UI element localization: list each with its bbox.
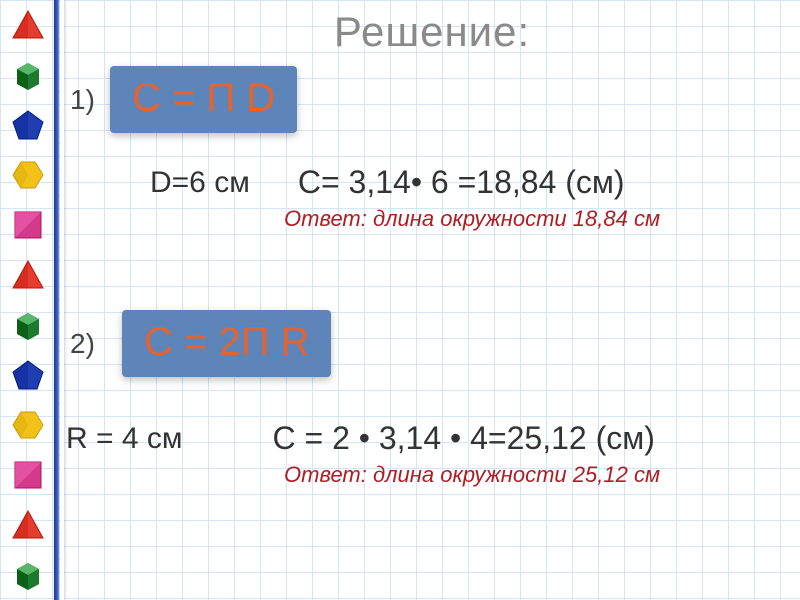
answer-1: Ответ: длина окружности 18,84 см: [284, 206, 660, 232]
answer-2-label: Ответ: длина окружности: [284, 462, 567, 487]
cube-icon: [11, 558, 45, 592]
formula-2-calc: С = 2 • 3,14 • 4=25,12 (см): [273, 420, 655, 457]
hexagon-icon: [11, 158, 45, 192]
page-title: Решение:: [64, 0, 800, 56]
pentagon-icon: [11, 358, 45, 392]
pentagon-icon: [11, 108, 45, 142]
triangle-icon: [11, 508, 45, 542]
triangle-icon: [11, 258, 45, 292]
triangle-icon: [11, 8, 45, 42]
shapes-sidebar: [8, 8, 48, 592]
step-1-number: 1): [70, 66, 110, 116]
square-icon: [11, 458, 45, 492]
answer-2: Ответ: длина окружности 25,12 см: [284, 462, 660, 488]
square-icon: [11, 208, 45, 242]
cube-icon: [11, 308, 45, 342]
formula-1-given: D=6 см: [150, 166, 250, 200]
answer-1-label: Ответ: длина окружности: [284, 206, 567, 231]
formula-2-box: С = 2П R: [122, 310, 331, 377]
hexagon-icon: [11, 408, 45, 442]
answer-1-value: 18,84 см: [573, 206, 660, 231]
vertical-ruler: [54, 0, 64, 600]
formula-1-box: С = П D: [110, 66, 297, 133]
step-2-number: 2): [70, 310, 110, 360]
cube-icon: [11, 58, 45, 92]
answer-2-value: 25,12 см: [573, 462, 660, 487]
formula-2-given: R = 4 см: [66, 422, 183, 456]
formula-1-calc: С= 3,14• 6 =18,84 (см): [298, 164, 625, 201]
